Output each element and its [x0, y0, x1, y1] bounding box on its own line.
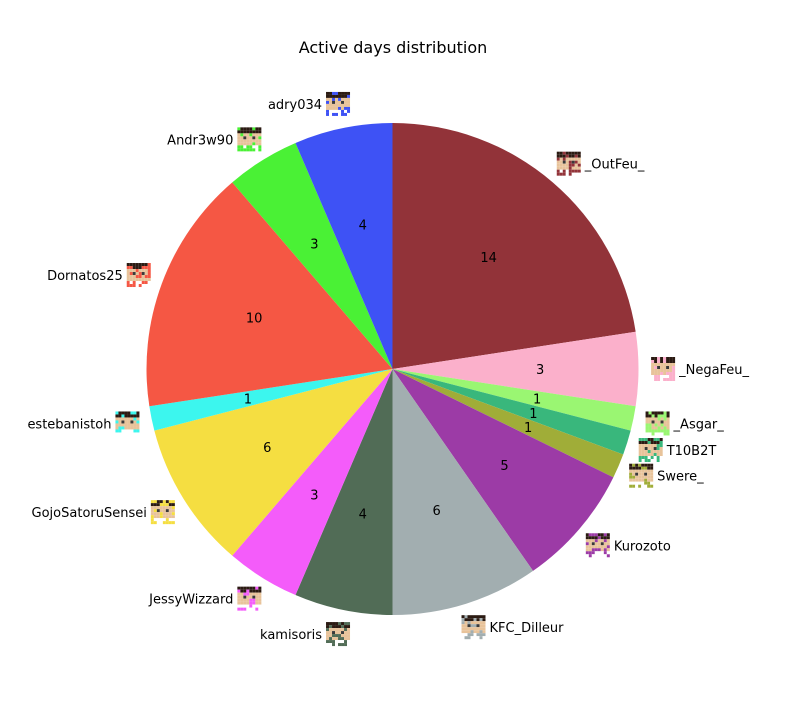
pie-value-label: 1	[524, 421, 532, 436]
pie-value-label: 6	[433, 504, 441, 519]
player-avatar-icon	[150, 500, 175, 525]
pie-slice-label: kamisoris	[260, 628, 322, 643]
pie-slice-adry034	[295, 123, 393, 369]
player-avatar-icon	[326, 622, 351, 647]
player-avatar-icon	[115, 411, 140, 436]
pie-value-label: 10	[246, 312, 263, 327]
pie-slice-negafeu	[392, 331, 639, 407]
pie-slice-asgar	[392, 369, 636, 431]
pie-slice-t10b2t	[392, 369, 631, 455]
pie-slice-estebanistoh	[149, 369, 393, 431]
player-avatar-icon	[556, 151, 581, 176]
pie-value-label: 3	[310, 238, 318, 253]
pie-slice-label-group: Dornatos25	[47, 263, 151, 288]
pie-slice-kurozoto	[392, 369, 614, 571]
pie-slice-label: GojoSatoruSensei	[32, 506, 147, 521]
player-avatar-icon	[461, 615, 486, 640]
pie-slice-label: _Asgar_	[673, 417, 725, 432]
chart-title: Active days distribution	[299, 38, 488, 57]
pie-slices	[146, 123, 639, 615]
pie-slice-label: _OutFeu_	[584, 158, 645, 173]
pie-value-label: 3	[310, 488, 318, 503]
pie-slice-label: Kurozoto	[614, 539, 671, 554]
pie-slice-label: Swere_	[657, 470, 704, 485]
pie-slice-label-group: Swere_	[629, 463, 704, 488]
pie-slice-label-group: kamisoris	[260, 622, 351, 647]
pie-value-label: 4	[359, 218, 367, 233]
pie-slice-label-group: T10B2T	[638, 438, 717, 463]
pie-value-label: 5	[500, 459, 508, 474]
pie-slice-label: adry034	[268, 98, 322, 113]
pie-value-label: 1	[244, 393, 252, 408]
pie-slice-label: JessyWizzard	[148, 593, 233, 608]
pie-slice-label-group: adry034	[268, 91, 351, 116]
player-avatar-icon	[585, 533, 610, 558]
pie-slice-label-group: Andr3w90	[167, 127, 262, 152]
pie-slice-swere	[392, 369, 624, 478]
pie-slice-gojosatorusensei	[154, 369, 393, 556]
player-avatar-icon	[237, 586, 262, 611]
pie-slice-labels: _OutFeu_ _NegaFeu_ _Asgar_ T10B2T Swere_ Kuro…	[27, 91, 750, 647]
player-avatar-icon	[126, 263, 151, 288]
pie-slice-label: _NegaFeu_	[678, 363, 749, 378]
player-avatar-icon	[237, 127, 262, 152]
pie-slice-label: T10B2T	[666, 444, 717, 459]
player-avatar-icon	[651, 357, 676, 381]
pie-value-label: 4	[359, 508, 367, 523]
pie-slice-label-group: _OutFeu_	[556, 151, 645, 176]
pie-slice-jessywizzard	[232, 369, 393, 596]
pie-slice-label-group: _NegaFeu_	[651, 357, 750, 381]
pie-value-label: 1	[533, 393, 541, 408]
pie-slice-andr3w90	[232, 142, 393, 369]
pie-value-label: 6	[263, 441, 271, 456]
pie-slice-label: estebanistoh	[27, 417, 111, 432]
pie-slice-kamisoris	[295, 369, 393, 615]
pie-value-label: 1	[529, 407, 537, 422]
pie-slice-label: KFC_Dilleur	[490, 621, 565, 636]
pie-slice-dornatos25	[146, 182, 393, 407]
pie-slice-label-group: _Asgar_	[645, 411, 725, 436]
pie-slice-outfeu	[392, 123, 636, 369]
pie-slice-label-group: Kurozoto	[585, 533, 671, 558]
pie-slice-label-group: JessyWizzard	[148, 586, 262, 611]
pie-slice-label: Dornatos25	[47, 269, 123, 284]
pie-slice-label-group: GojoSatoruSensei	[32, 500, 175, 525]
pie-value-label: 14	[480, 251, 497, 266]
player-avatar-icon	[326, 91, 351, 116]
pie-value-label: 3	[536, 363, 544, 378]
pie-slice-label: Andr3w90	[167, 133, 233, 148]
player-avatar-icon	[629, 463, 654, 488]
pie-slice-kfc-dilleur	[392, 369, 534, 615]
pie-slice-label-group: estebanistoh	[27, 411, 140, 436]
pie-slice-label-group: KFC_Dilleur	[461, 615, 565, 640]
player-avatar-icon	[638, 438, 663, 463]
player-avatar-icon	[645, 411, 670, 436]
